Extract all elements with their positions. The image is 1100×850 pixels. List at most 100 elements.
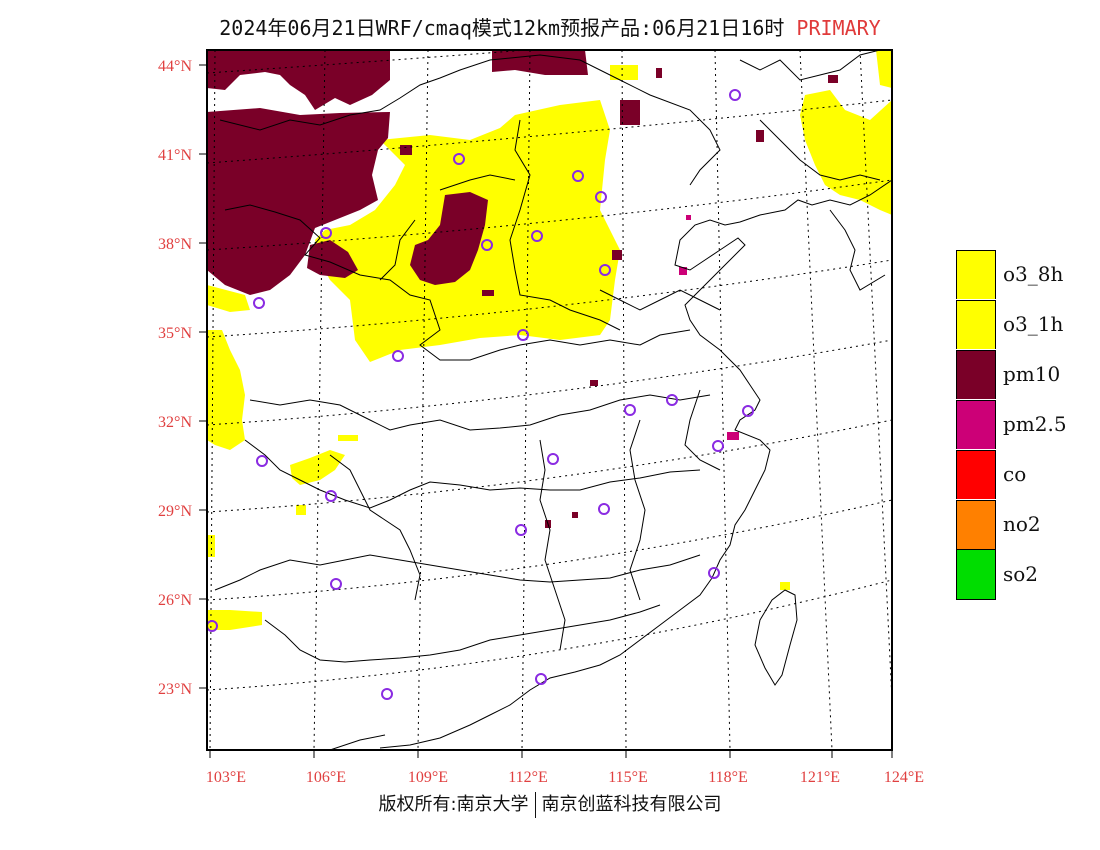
station-marker <box>712 440 724 452</box>
station-marker <box>547 453 559 465</box>
lat-label: 29°N <box>158 503 192 520</box>
copyright-left: 版权所有:南京大学 <box>378 794 529 815</box>
province-e <box>249 394 711 431</box>
province-m <box>599 289 721 311</box>
pm25-spot <box>727 432 739 440</box>
station-marker <box>517 329 529 341</box>
pm25-spot <box>679 267 687 275</box>
pm10-spot <box>620 100 640 125</box>
station-marker <box>325 490 337 502</box>
lon-axis <box>209 750 893 758</box>
legend-item-co: co <box>956 449 1096 499</box>
legend-swatch <box>956 299 996 349</box>
pm10-spot <box>756 130 764 142</box>
pm10-spot <box>612 250 622 260</box>
station-marker <box>729 89 741 101</box>
o3-spot <box>610 65 638 80</box>
legend-label: pm10 <box>1003 362 1061 386</box>
province-f <box>244 439 701 509</box>
province-d <box>379 174 516 281</box>
lon-label: 121°E <box>800 769 840 786</box>
province-n <box>739 50 881 81</box>
station-marker <box>481 239 493 251</box>
province-c <box>509 119 621 331</box>
lat-labels: 44°N 41°N 38°N 35°N 32°N 29°N 26°N 23°N <box>158 58 192 698</box>
legend-swatch <box>956 349 996 399</box>
hainan-coast <box>329 734 386 750</box>
legend-swatch <box>956 449 996 499</box>
legend-item-no2: no2 <box>956 499 1096 549</box>
pm10-regions <box>207 50 838 528</box>
pm10-spot <box>828 75 838 83</box>
o3-sw-corner <box>207 610 262 630</box>
legend-label: so2 <box>1003 562 1039 586</box>
station-marker <box>381 688 393 700</box>
province-h <box>264 604 661 663</box>
pm10-northwest-mass-2 <box>207 108 390 295</box>
station-marker <box>595 191 607 203</box>
lon-label: 103°E <box>206 769 246 786</box>
lat-axis <box>199 64 207 689</box>
title-main: 2024年06月21日WRF/cmaq模式12km预报产品:06月21日16时 <box>219 16 785 40</box>
lat-label: 35°N <box>158 325 192 342</box>
legend-swatch <box>956 499 996 549</box>
map-frame <box>206 49 893 751</box>
o3-spot <box>296 505 306 515</box>
o3-northeast <box>800 90 892 215</box>
lon-label: 115°E <box>608 769 648 786</box>
station-marker <box>599 264 611 276</box>
station-marker <box>330 578 342 590</box>
station-markers <box>207 89 754 700</box>
lon-label: 112°E <box>508 769 548 786</box>
station-marker <box>207 620 218 632</box>
lat-label: 26°N <box>158 592 192 609</box>
station-marker <box>531 230 543 242</box>
station-marker <box>742 405 754 417</box>
station-marker <box>535 673 547 685</box>
pm10-northtop <box>492 50 588 75</box>
legend-swatch <box>956 548 996 600</box>
lat-label: 23°N <box>158 681 192 698</box>
lon-label: 109°E <box>408 769 448 786</box>
lat-label: 41°N <box>158 147 192 164</box>
pm10-spot <box>590 380 598 386</box>
station-marker <box>624 404 636 416</box>
station-marker <box>598 503 610 515</box>
lon-label: 118°E <box>708 769 748 786</box>
o3-northeast-top <box>876 50 892 88</box>
lon-label: 106°E <box>306 769 346 786</box>
o3-west-strip <box>207 330 245 450</box>
province-l <box>684 389 721 471</box>
taiwan <box>754 589 798 686</box>
station-marker <box>666 394 678 406</box>
lat-label: 38°N <box>158 236 192 253</box>
province-p <box>829 209 886 291</box>
legend-label: no2 <box>1003 512 1041 536</box>
coastline <box>379 179 892 749</box>
station-marker <box>320 227 332 239</box>
lat-label: 44°N <box>158 58 192 75</box>
station-marker <box>453 153 465 165</box>
o3-west-small-1 <box>207 285 250 312</box>
o3-sichuan-spots <box>290 450 345 485</box>
pm10-loess <box>410 192 488 285</box>
pm25-regions <box>679 215 739 440</box>
station-marker <box>572 170 584 182</box>
province-o <box>759 119 881 181</box>
legend-label: o3_1h <box>1003 312 1064 336</box>
province-j <box>539 439 566 651</box>
pm10-spot <box>656 68 662 78</box>
legend-label: co <box>1003 462 1027 486</box>
province-b <box>224 204 691 361</box>
legend-label: o3_8h <box>1003 262 1064 286</box>
legend-item-o3-8h: o3_8h <box>956 249 1096 299</box>
pm10-northwest-mass <box>207 50 390 110</box>
station-marker <box>392 350 404 362</box>
map-content <box>207 50 892 750</box>
map-title: 2024年06月21日WRF/cmaq模式12km预报产品:06月21日16时 … <box>0 12 1100 41</box>
province-i <box>329 454 421 601</box>
station-marker <box>253 297 265 309</box>
station-marker <box>256 455 268 467</box>
pm10-spot <box>572 512 578 518</box>
